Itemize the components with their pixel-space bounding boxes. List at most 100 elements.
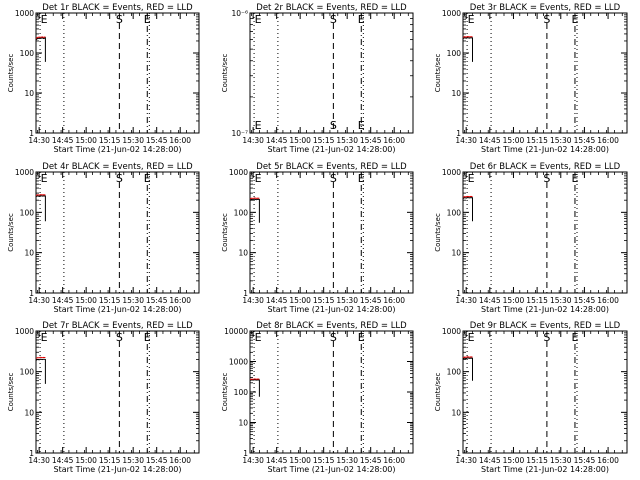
panel-title: Det 1r BLACK = Events, RED = LLD bbox=[42, 3, 193, 13]
x-tick-label: 15:30 bbox=[122, 296, 144, 305]
x-tick-label: 15:15 bbox=[313, 456, 335, 465]
x-tick-label: 15:45 bbox=[146, 296, 168, 305]
x-tick-label: 14:45 bbox=[266, 136, 288, 145]
event-marker-label: E bbox=[468, 331, 475, 344]
x-tick-label: 14:45 bbox=[266, 296, 288, 305]
x-tick-label: 15:00 bbox=[503, 456, 525, 465]
x-tick-label: 16:00 bbox=[169, 456, 191, 465]
y-tick-label: 1 bbox=[243, 289, 248, 298]
y-tick-label: 10000 bbox=[224, 327, 248, 336]
series-lld-line bbox=[35, 36, 46, 39]
y-axis-label: Counts/sec bbox=[221, 213, 229, 252]
plot-frame bbox=[249, 330, 414, 454]
series-lld-line bbox=[249, 197, 260, 200]
event-marker-label: S bbox=[330, 119, 337, 132]
series-events-line bbox=[35, 36, 46, 62]
x-tick-label: 14:45 bbox=[52, 456, 74, 465]
y-axis-label: Counts/sec bbox=[434, 373, 442, 412]
y-tick-label: 100 bbox=[447, 49, 462, 58]
y-tick-label: 100 bbox=[20, 368, 35, 377]
y-tick-label: 10 bbox=[24, 89, 34, 98]
plot-frame bbox=[249, 12, 414, 134]
x-axis-label: Start Time (21-Jun-02 14:28:00) bbox=[54, 145, 182, 154]
x-tick-label: 15:15 bbox=[99, 456, 121, 465]
event-marker-label: S bbox=[330, 13, 337, 26]
event-marker-label: E bbox=[41, 331, 48, 344]
x-tick-label: 15:15 bbox=[99, 136, 121, 145]
y-axis-label: Counts/sec bbox=[7, 54, 15, 93]
y-tick-label: 1000 bbox=[229, 358, 248, 367]
series-events-line bbox=[462, 196, 473, 222]
y-tick-label: 1 bbox=[243, 449, 248, 458]
x-tick-label: 14:45 bbox=[52, 136, 74, 145]
panel-title: Det 6r BLACK = Events, RED = LLD bbox=[470, 162, 621, 172]
x-tick-label: 15:15 bbox=[526, 296, 548, 305]
x-tick-label: 14:45 bbox=[266, 456, 288, 465]
event-marker-label: E bbox=[255, 331, 262, 344]
y-axis-label: Counts/sec bbox=[221, 373, 229, 412]
x-tick-label: 14:30 bbox=[28, 456, 50, 465]
series-lld-line bbox=[35, 356, 46, 359]
x-tick-label: 15:00 bbox=[75, 136, 97, 145]
x-tick-label: 15:00 bbox=[75, 456, 97, 465]
plot-frame bbox=[35, 330, 200, 454]
panel-title: Det 5r BLACK = Events, RED = LLD bbox=[256, 162, 407, 172]
event-marker-label: E bbox=[468, 172, 475, 185]
y-tick-label: 10 bbox=[238, 249, 248, 258]
y-tick-label: 1000 bbox=[442, 168, 461, 177]
y-tick-label: 1 bbox=[29, 129, 34, 138]
panel-det-4: Det 4r BLACK = Events, RED = LLD 1 10 100 10… bbox=[7, 162, 200, 314]
plot-frame bbox=[249, 171, 414, 294]
panel-det-3: Det 3r BLACK = Events, RED = LLD 1 10 100 10… bbox=[434, 3, 628, 154]
y-tick-label: 1000 bbox=[229, 168, 248, 177]
event-marker-label: E bbox=[255, 119, 262, 132]
event-marker-label: E bbox=[255, 13, 262, 26]
x-tick-label: 16:00 bbox=[597, 296, 619, 305]
panel-det-6: Det 6r BLACK = Events, RED = LLD 1 10 100 10… bbox=[434, 162, 628, 314]
x-tick-label: 15:15 bbox=[99, 296, 121, 305]
x-tick-label: 14:45 bbox=[479, 136, 501, 145]
panel-det-9: Det 9r BLACK = Events, RED = LLD 1 10 100 10… bbox=[434, 321, 628, 474]
plot-frame bbox=[35, 12, 200, 134]
x-tick-label: 14:45 bbox=[479, 296, 501, 305]
panel-title: Det 8r BLACK = Events, RED = LLD bbox=[256, 321, 407, 331]
y-tick-label: 1000 bbox=[442, 327, 461, 336]
x-tick-label: 16:00 bbox=[169, 136, 191, 145]
event-marker-label: S bbox=[330, 331, 337, 344]
series-events-line bbox=[249, 198, 260, 223]
y-tick-label: 1 bbox=[29, 289, 34, 298]
series-lld-line bbox=[462, 356, 473, 359]
event-marker-label: E bbox=[41, 172, 48, 185]
event-marker-label: S bbox=[330, 172, 337, 185]
panel-det-2: Det 2r BLACK = Events, RED = LLD 10⁻⁷ 10⁻⁶… bbox=[221, 3, 414, 154]
event-marker-label: E bbox=[41, 13, 48, 26]
x-tick-label: 14:30 bbox=[28, 296, 50, 305]
event-marker-label: E bbox=[358, 331, 365, 344]
series-events-line bbox=[462, 37, 473, 62]
x-tick-label: 14:30 bbox=[242, 456, 264, 465]
y-tick-label: 10 bbox=[24, 408, 34, 417]
x-tick-label: 16:00 bbox=[597, 136, 619, 145]
x-tick-label: 15:15 bbox=[313, 296, 335, 305]
panel-title: Det 3r BLACK = Events, RED = LLD bbox=[470, 3, 621, 13]
x-tick-label: 14:45 bbox=[479, 456, 501, 465]
event-marker-label: E bbox=[144, 172, 151, 185]
event-marker-label: S bbox=[116, 331, 123, 344]
y-axis-label: Counts/sec bbox=[7, 373, 15, 412]
x-tick-label: 15:00 bbox=[289, 136, 311, 145]
series-events-line bbox=[462, 357, 473, 381]
event-marker-label: E bbox=[468, 13, 475, 26]
event-marker-label: S bbox=[543, 331, 550, 344]
y-tick-label: 100 bbox=[447, 208, 462, 217]
series-events-line bbox=[249, 379, 260, 397]
y-tick-label: 100 bbox=[234, 208, 249, 217]
x-tick-label: 15:30 bbox=[122, 456, 144, 465]
x-tick-label: 15:00 bbox=[289, 296, 311, 305]
x-tick-label: 15:15 bbox=[526, 136, 548, 145]
event-marker-label: E bbox=[255, 172, 262, 185]
x-tick-label: 15:45 bbox=[574, 296, 596, 305]
series-lld-line bbox=[462, 35, 473, 38]
event-marker-label: E bbox=[144, 13, 151, 26]
y-tick-label: 10 bbox=[451, 249, 461, 258]
series-events-line bbox=[35, 358, 46, 384]
